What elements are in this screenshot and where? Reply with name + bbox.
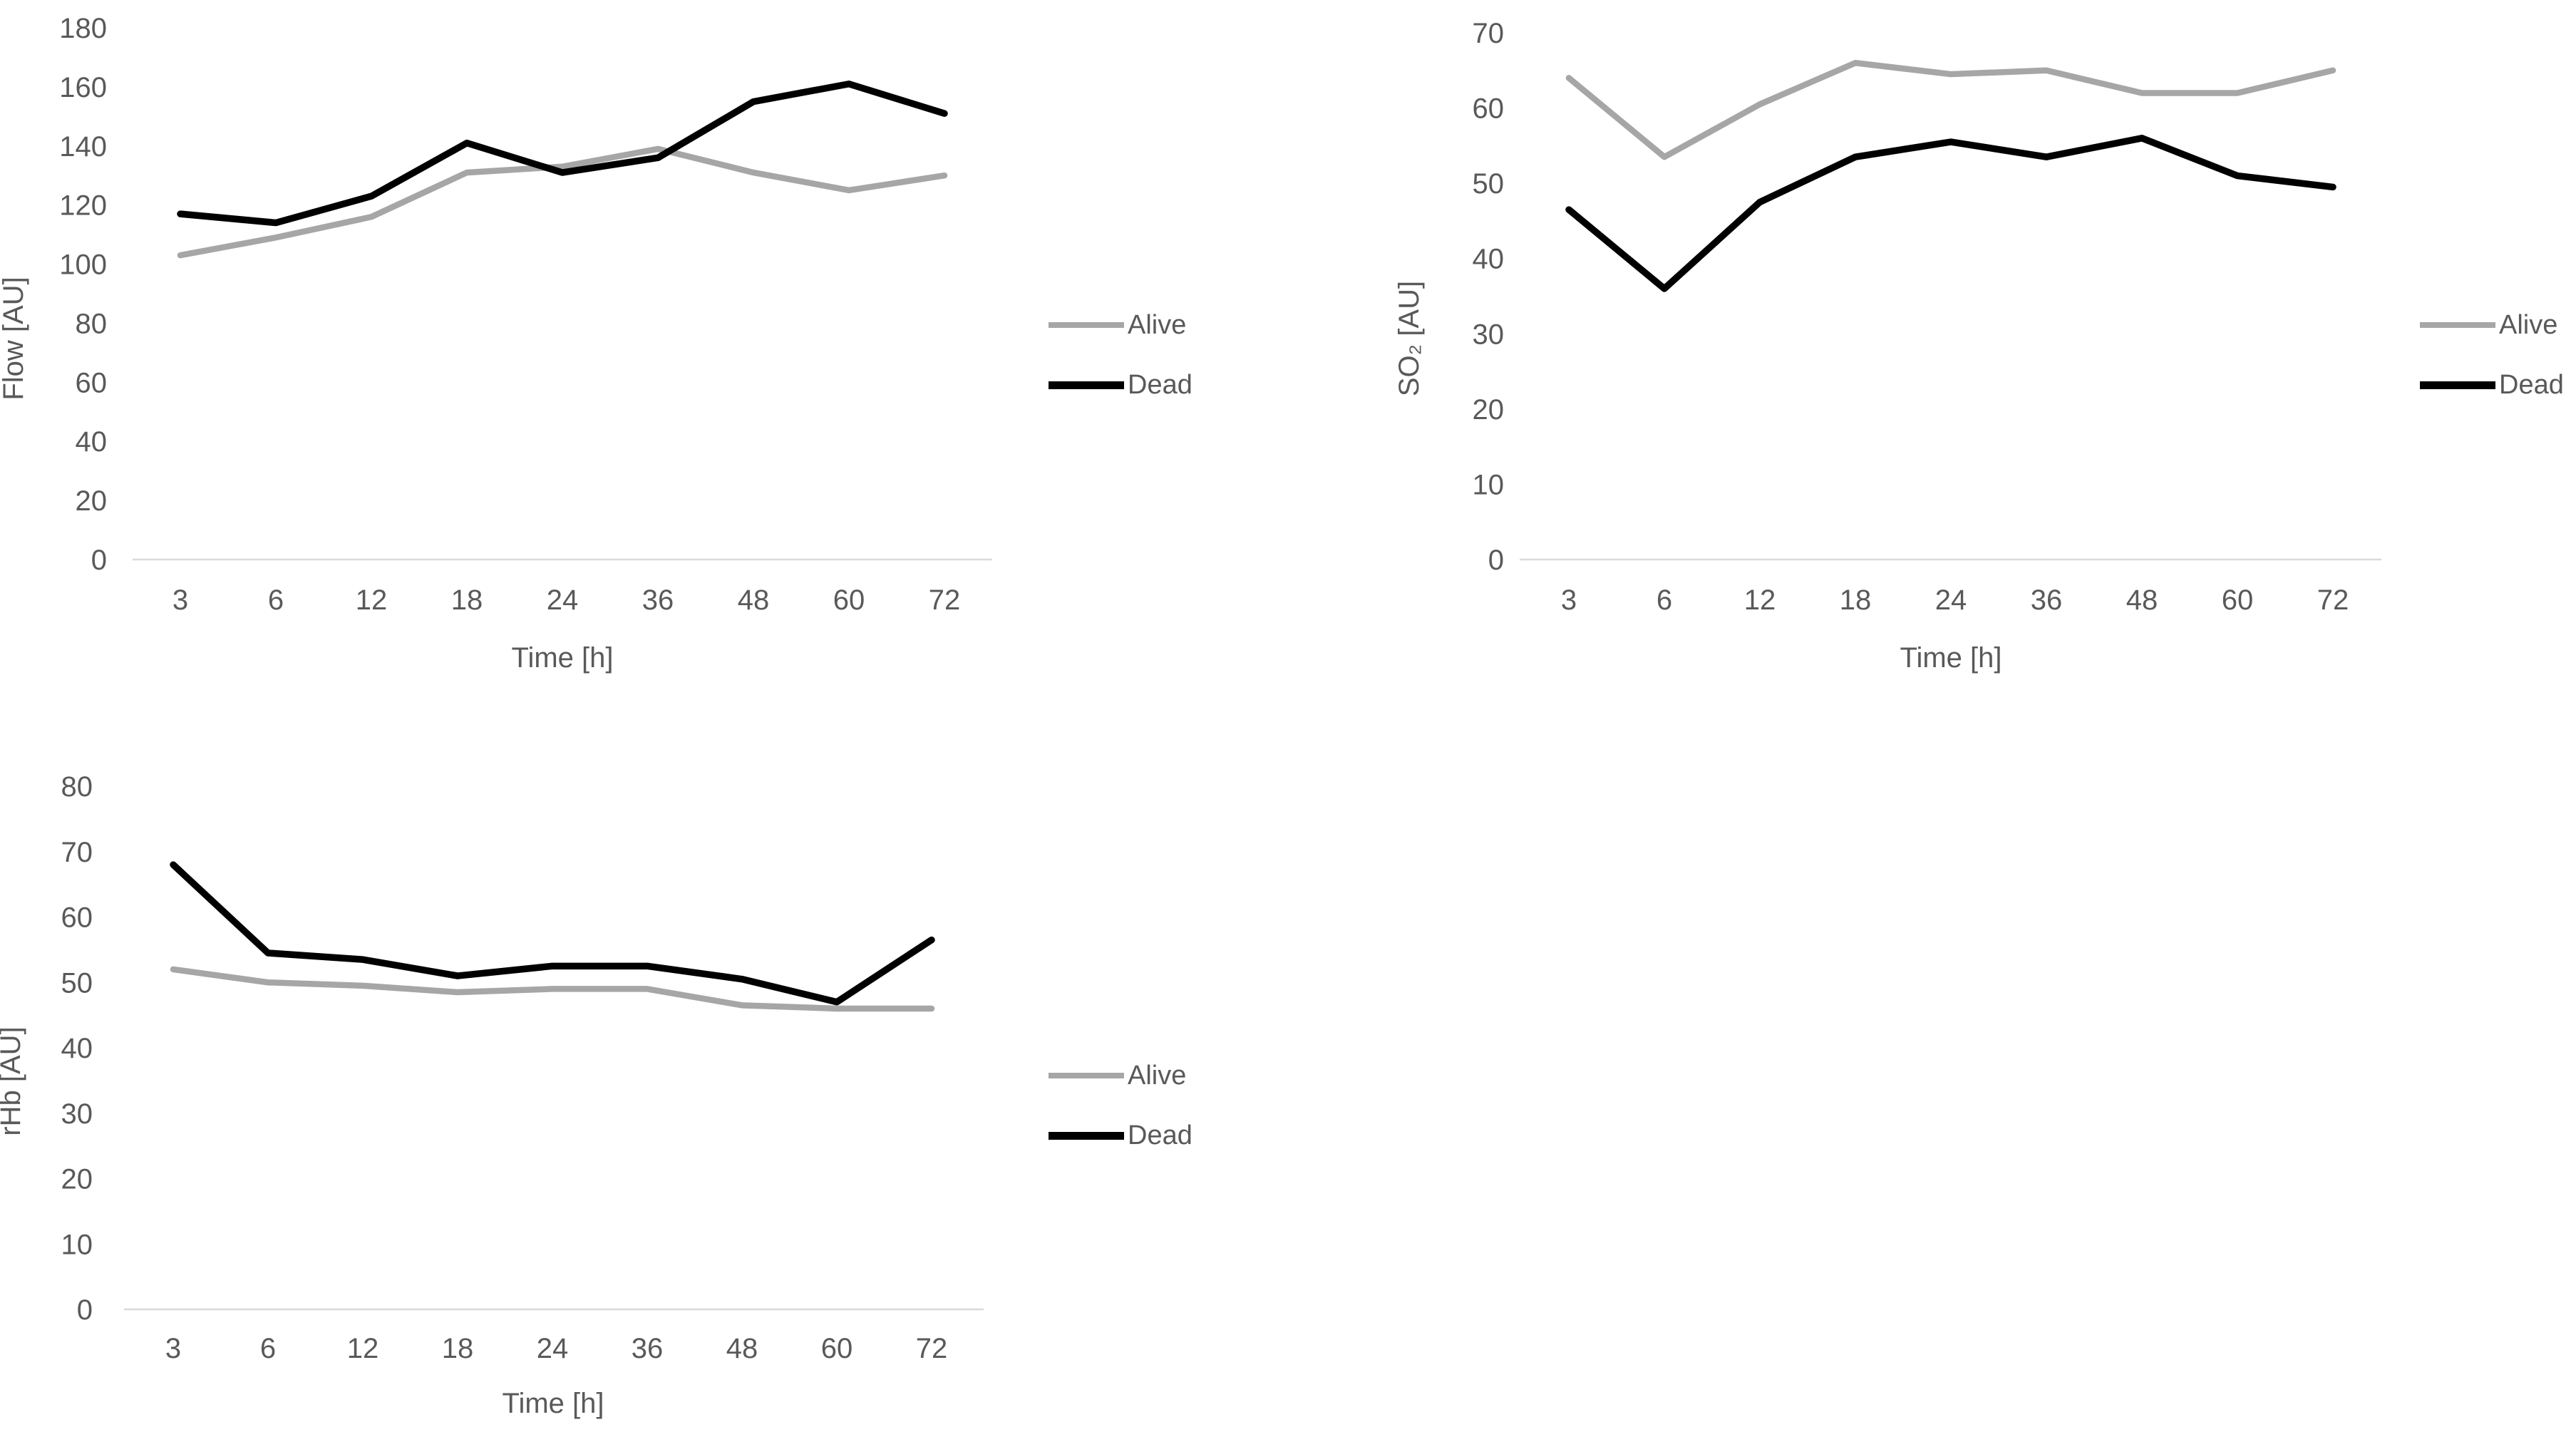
x-tick-label: 18 — [451, 584, 483, 616]
x-tick-label: 6 — [268, 584, 284, 616]
legend-so2: Alive Dead — [2420, 309, 2564, 401]
legend-item-alive: Alive — [2420, 309, 2564, 341]
y-tick-label: 140 — [59, 131, 107, 163]
y-tick-label: 60 — [1473, 93, 1505, 125]
x-tick-label: 36 — [632, 1333, 664, 1364]
y-tick-label: 40 — [1473, 244, 1505, 275]
y-axis-tick-labels: 0 20 40 60 80 100 120 140 160 180 — [59, 13, 107, 576]
y-axis-tick-labels: 0 10 20 30 40 50 60 70 — [1473, 18, 1505, 576]
x-tick-label: 12 — [1744, 584, 1776, 616]
x-tick-label: 12 — [356, 584, 388, 616]
legend-item-alive: Alive — [1049, 309, 1192, 341]
series-line-dead — [170, 861, 935, 1006]
legend-flow: Alive Dead — [1049, 309, 1192, 401]
series-line-dead — [1565, 135, 2337, 292]
x-tick-label: 3 — [172, 584, 188, 616]
y-tick-label: 0 — [91, 545, 107, 576]
x-tick-label: 36 — [642, 584, 674, 616]
x-tick-label: 3 — [1561, 584, 1577, 616]
x-axis-title: Time [h] — [1900, 642, 2002, 674]
y-tick-label: 30 — [61, 1098, 93, 1130]
x-tick-label: 24 — [1935, 584, 1967, 616]
y-tick-label: 50 — [61, 967, 93, 999]
alive-line-swatch — [1049, 322, 1124, 328]
legend-label-alive: Alive — [1128, 1061, 1187, 1091]
x-tick-label: 48 — [738, 584, 770, 616]
y-tick-label: 0 — [77, 1294, 93, 1326]
x-tick-label: 24 — [537, 1333, 569, 1364]
x-tick-label: 60 — [2222, 584, 2254, 616]
legend-item-dead: Dead — [1049, 369, 1192, 401]
y-axis-title: Flow [AU] — [0, 277, 29, 400]
x-tick-label: 60 — [821, 1333, 853, 1364]
x-tick-label: 60 — [833, 584, 865, 616]
y-tick-label: 180 — [59, 13, 107, 44]
legend-label-dead: Dead — [1128, 370, 1192, 400]
x-tick-label: 72 — [929, 584, 961, 616]
y-tick-label: 40 — [61, 1033, 93, 1064]
x-tick-label: 6 — [1657, 584, 1672, 616]
y-tick-label: 30 — [1473, 319, 1505, 350]
alive-line-swatch — [2420, 322, 2495, 328]
legend-item-alive: Alive — [1049, 1060, 1192, 1091]
x-tick-label: 48 — [2126, 584, 2158, 616]
x-tick-label: 3 — [165, 1333, 181, 1364]
y-tick-label: 100 — [59, 249, 107, 281]
x-tick-label: 72 — [2317, 584, 2349, 616]
x-tick-label: 18 — [1840, 584, 1872, 616]
y-tick-label: 80 — [76, 308, 108, 339]
legend-label-dead: Dead — [1128, 1121, 1192, 1150]
x-tick-label: 12 — [347, 1333, 379, 1364]
y-tick-label: 70 — [1473, 18, 1505, 49]
legend-rhb: Alive Dead — [1049, 1060, 1192, 1151]
x-axis-title: Time [h] — [512, 642, 614, 674]
y-tick-label: 20 — [76, 485, 108, 517]
x-tick-label: 36 — [2031, 584, 2063, 616]
x-tick-label: 18 — [442, 1333, 474, 1364]
y-tick-label: 60 — [76, 367, 108, 398]
series-line-alive — [177, 145, 948, 259]
x-tick-label: 48 — [726, 1333, 758, 1364]
y-axis-tick-labels: 0 10 20 30 40 50 60 70 80 — [61, 771, 93, 1326]
x-tick-label: 24 — [547, 584, 579, 616]
legend-label-dead: Dead — [2499, 370, 2564, 400]
y-tick-label: 160 — [59, 72, 107, 103]
y-tick-label: 120 — [59, 190, 107, 222]
dead-line-swatch — [1049, 381, 1124, 389]
y-tick-label: 10 — [61, 1229, 93, 1260]
alive-line-swatch — [1049, 1073, 1124, 1078]
x-tick-label: 72 — [916, 1333, 948, 1364]
y-tick-label: 40 — [76, 426, 108, 458]
legend-label-alive: Alive — [2499, 310, 2558, 340]
x-axis-tick-labels: 3 6 12 18 24 36 48 60 72 — [165, 1333, 947, 1364]
y-tick-label: 50 — [1473, 168, 1505, 200]
series-line-alive — [1565, 59, 2337, 160]
x-axis-title: Time [h] — [503, 1388, 604, 1419]
x-tick-label: 6 — [260, 1333, 276, 1364]
x-axis-tick-labels: 3 6 12 18 24 36 48 60 72 — [1561, 584, 2349, 616]
y-axis-title: rHb [AU] — [0, 1026, 26, 1135]
y-tick-label: 20 — [61, 1164, 93, 1195]
y-tick-label: 20 — [1473, 394, 1505, 426]
legend-item-dead: Dead — [2420, 369, 2564, 401]
series-line-alive — [170, 966, 935, 1012]
legend-label-alive: Alive — [1128, 310, 1187, 340]
y-tick-label: 10 — [1473, 469, 1505, 500]
y-tick-label: 80 — [61, 771, 93, 803]
dead-line-swatch — [2420, 381, 2495, 389]
legend-item-dead: Dead — [1049, 1120, 1192, 1151]
y-tick-label: 70 — [61, 837, 93, 868]
y-tick-label: 60 — [61, 902, 93, 934]
series-line-dead — [177, 80, 948, 227]
dead-line-swatch — [1049, 1131, 1124, 1140]
x-axis-tick-labels: 3 6 12 18 24 36 48 60 72 — [172, 584, 960, 616]
y-axis-title: SO₂ [AU] — [1393, 281, 1425, 396]
y-tick-label: 0 — [1488, 545, 1504, 576]
